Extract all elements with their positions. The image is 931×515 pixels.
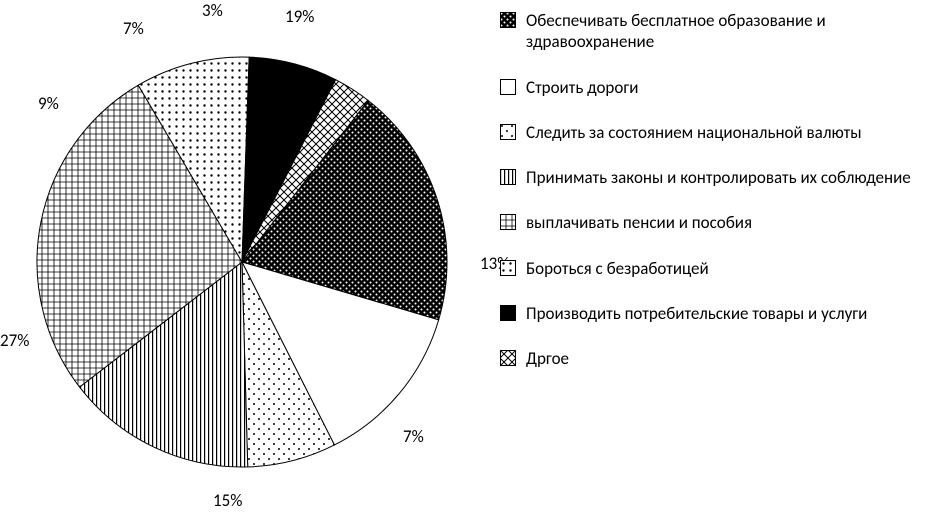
pie-svg [12,32,472,492]
pie-plot-area: 19%13%7%15%27%9%7%3% [0,0,500,515]
legend-label: Бороться с безработицей [526,258,920,279]
slice-percent-label: 7% [123,18,144,39]
legend-label: Дргое [526,348,920,369]
legend-swatch [500,305,516,321]
slice-percent-label: 9% [38,93,59,114]
slice-percent-label: 3% [202,0,223,21]
legend: Обеспечивать бесплатное образование и зд… [500,10,920,393]
legend-item: Строить дороги [500,77,920,98]
legend-item: Дргое [500,348,920,369]
legend-swatch [500,350,516,366]
legend-swatch [500,79,516,95]
legend-swatch [500,214,516,230]
legend-item: Следить за состоянием национальной валют… [500,122,920,143]
legend-label: Строить дороги [526,77,920,98]
legend-swatch [500,169,516,185]
legend-label: Принимать законы и контролировать их соб… [526,167,920,188]
legend-item: Производить потребительские товары и усл… [500,303,920,324]
legend-swatch [500,260,516,276]
slice-percent-label: 27% [0,330,29,351]
legend-item: выплачивать пенсии и пособия [500,212,920,233]
slice-percent-label: 19% [285,6,314,27]
legend-swatch [500,124,516,140]
slice-percent-label: 15% [213,490,242,511]
legend-label: Обеспечивать бесплатное образование и зд… [526,10,920,53]
slice-percent-label: 7% [403,426,424,447]
pie-chart-figure: 19%13%7%15%27%9%7%3% Обеспечивать беспла… [0,0,931,515]
legend-label: Следить за состоянием национальной валют… [526,122,920,143]
legend-item: Бороться с безработицей [500,258,920,279]
legend-label: выплачивать пенсии и пособия [526,212,920,233]
legend-swatch [500,12,516,28]
legend-item: Принимать законы и контролировать их соб… [500,167,920,188]
legend-item: Обеспечивать бесплатное образование и зд… [500,10,920,53]
legend-label: Производить потребительские товары и усл… [526,303,920,324]
